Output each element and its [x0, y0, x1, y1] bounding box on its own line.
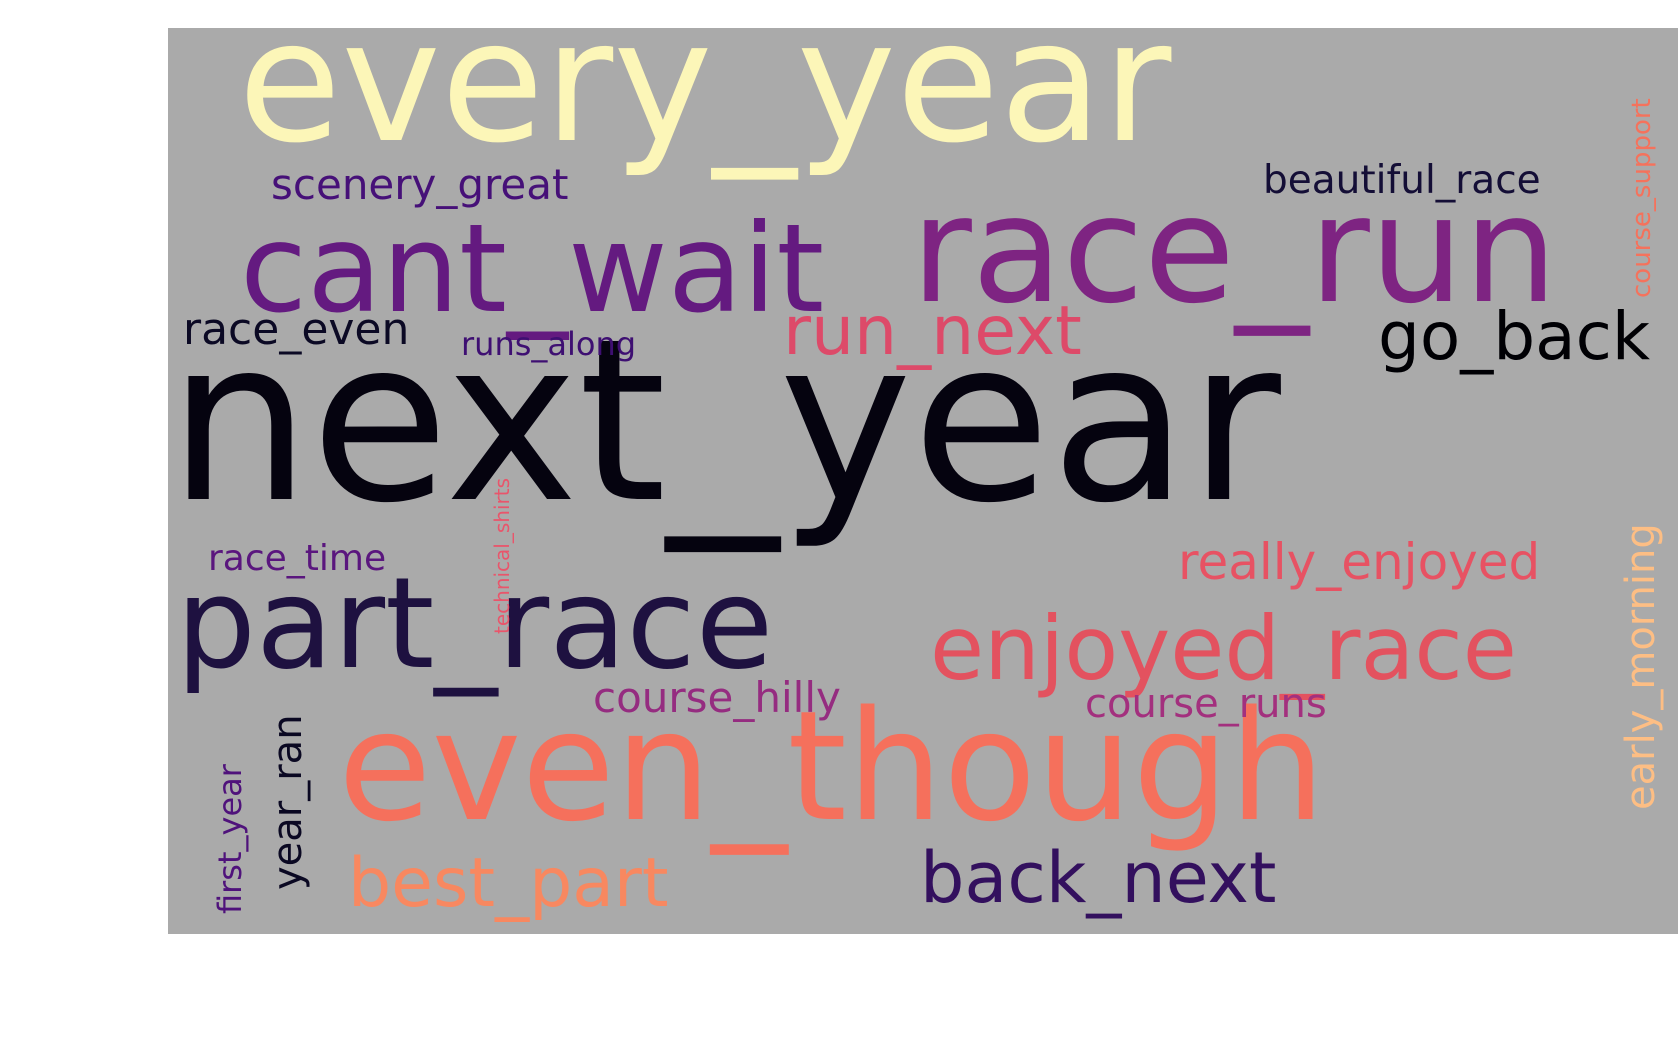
word: enjoyed_race — [930, 597, 1517, 700]
word: course_runs — [1085, 681, 1327, 727]
word: first_year — [211, 764, 249, 914]
word: course_support — [1627, 98, 1657, 298]
word: next_year — [168, 291, 1281, 553]
word: cant_wait — [240, 198, 825, 340]
word: scenery_great — [271, 160, 569, 209]
word: every_year — [238, 28, 1172, 180]
word: runs_along — [461, 325, 637, 363]
word: beautiful_race — [1263, 158, 1541, 203]
word: really_enjoyed — [1178, 533, 1541, 591]
word: year_ran — [265, 714, 311, 890]
word: even_though — [338, 678, 1326, 855]
word: race_time — [208, 538, 387, 579]
word: go_back — [1378, 298, 1651, 375]
word: technical_shirts — [490, 478, 514, 634]
word: best_part — [348, 844, 669, 923]
word: early_morning — [1618, 523, 1664, 810]
word: course_hilly — [593, 673, 841, 722]
word-cloud: next_year every_year race_run cant_wait … — [168, 28, 1678, 934]
word: race_run — [911, 164, 1558, 336]
word: race_even — [183, 304, 410, 355]
word: part_race — [176, 550, 774, 697]
word: back_next — [920, 837, 1277, 919]
word: run_next — [783, 292, 1082, 371]
